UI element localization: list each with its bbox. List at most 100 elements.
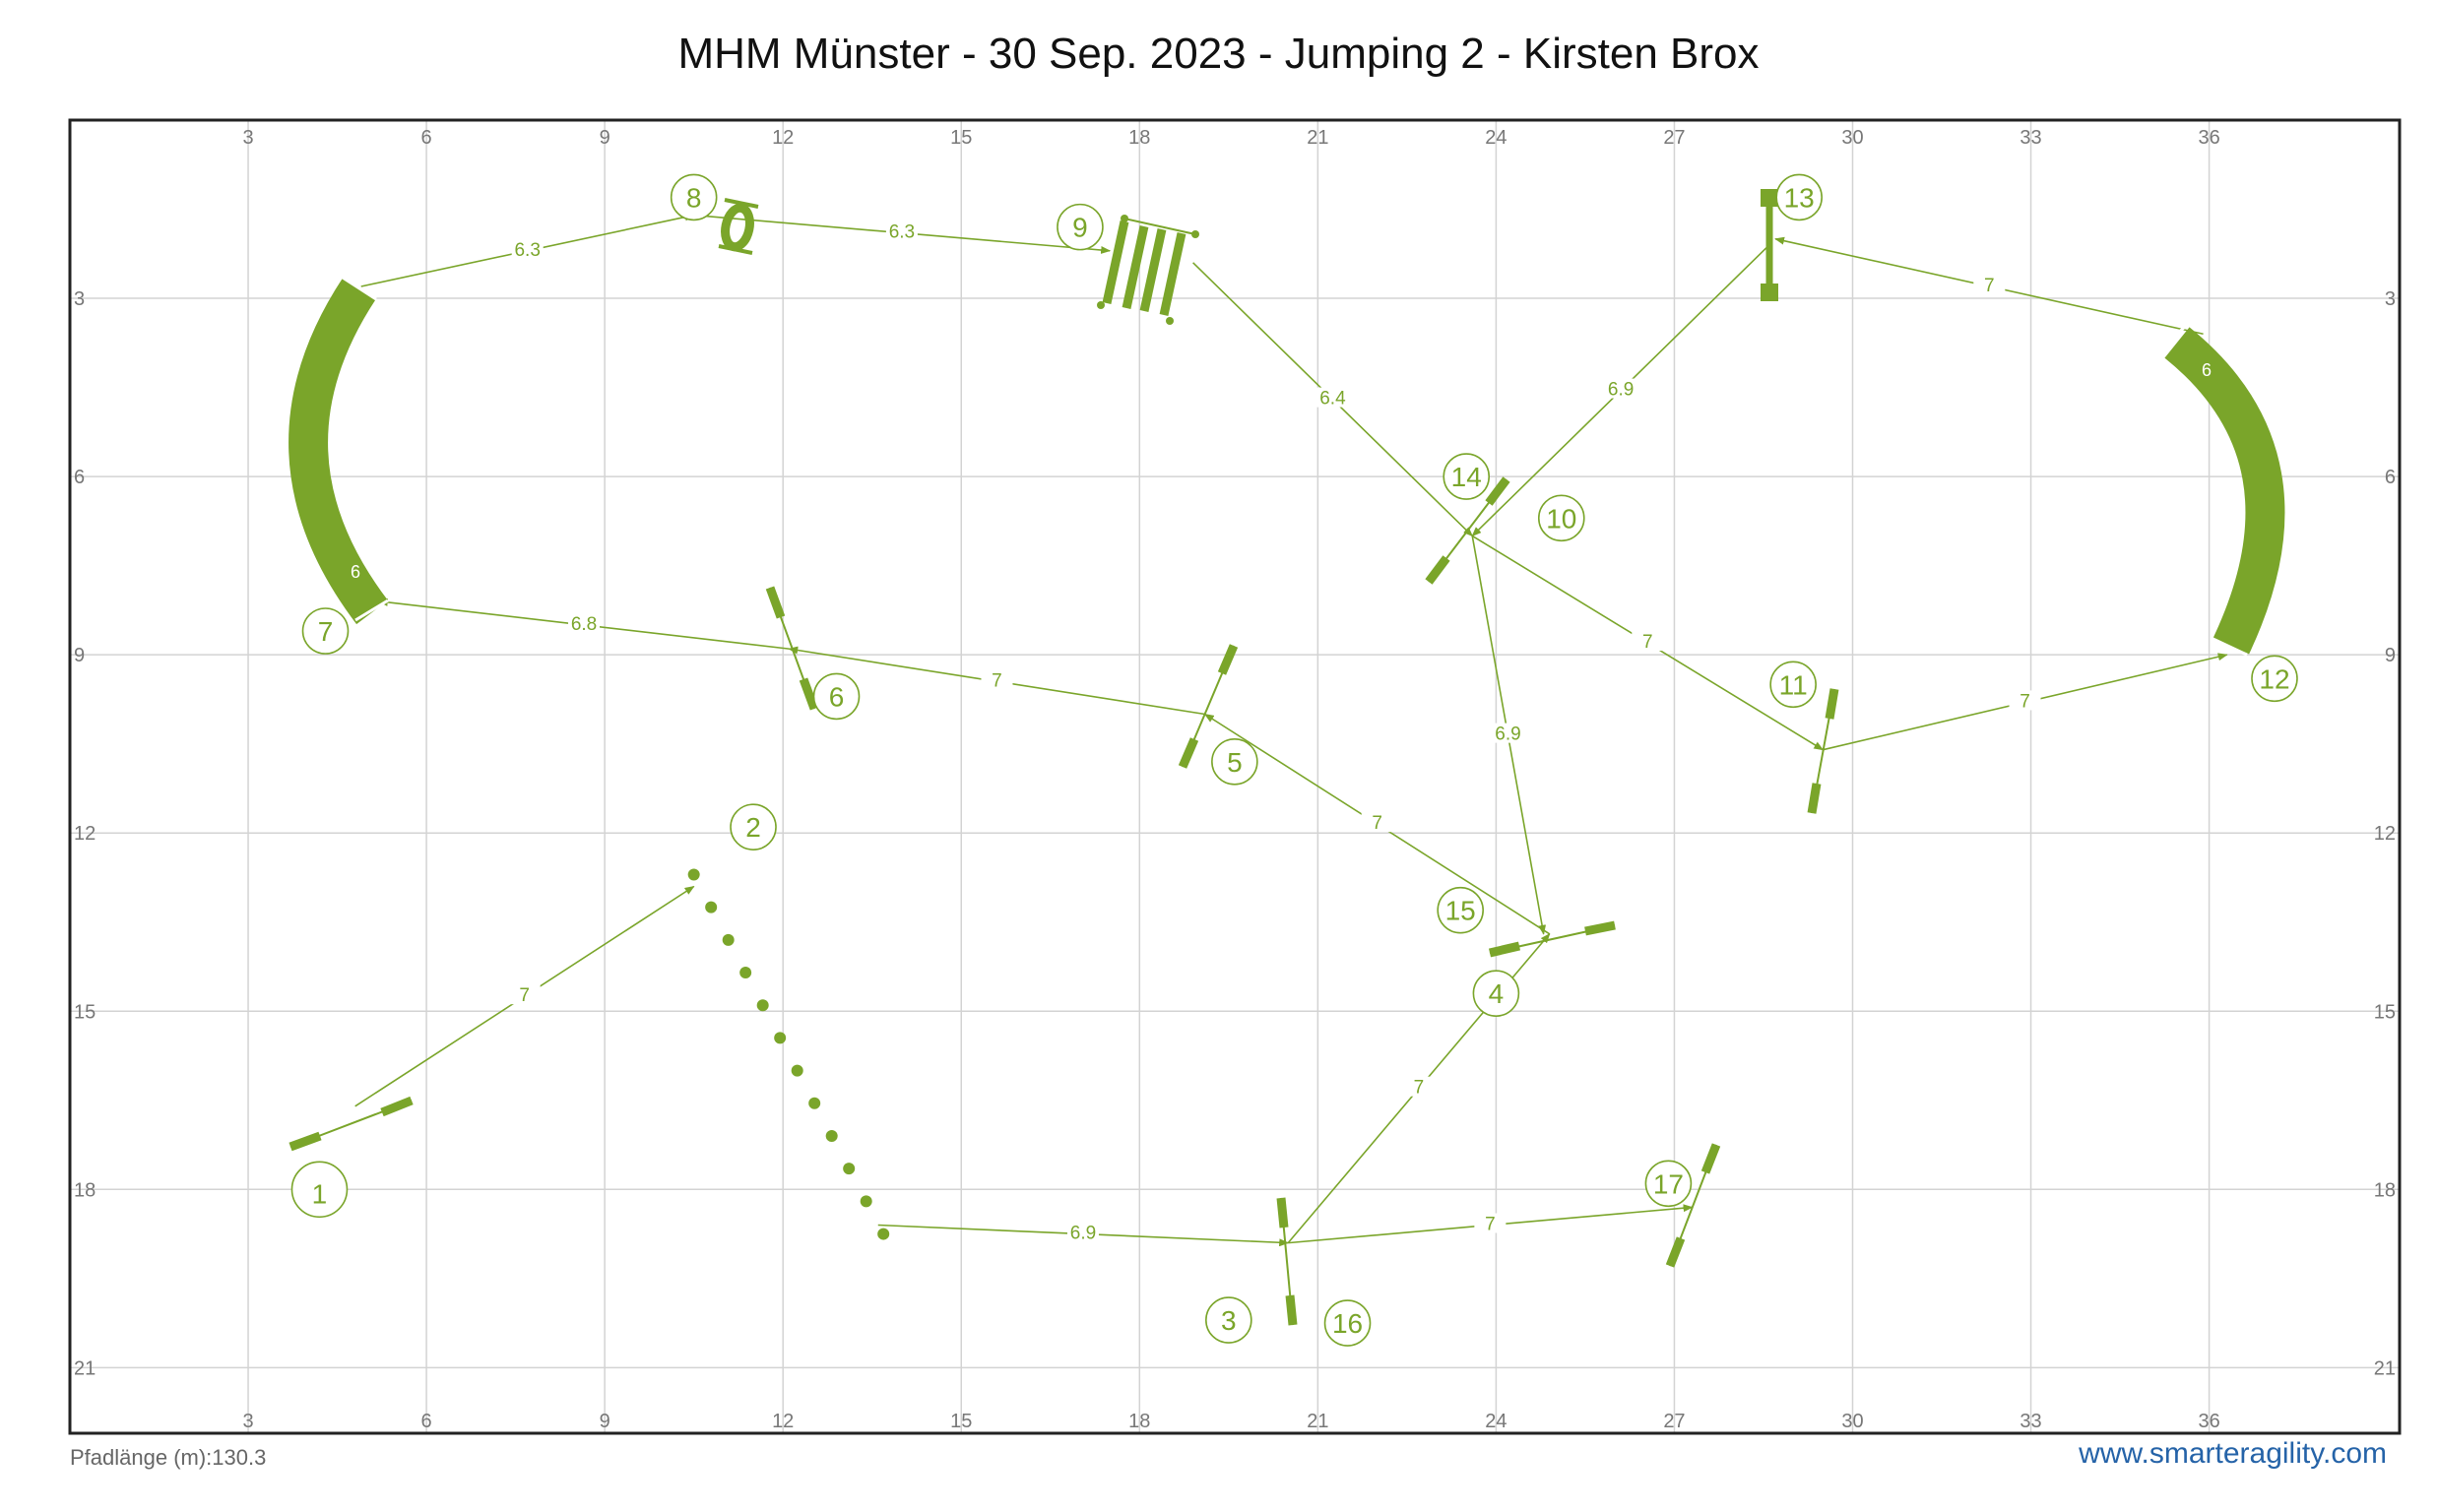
- obstacles: 6: [289, 189, 2285, 1326]
- path-label-background: [885, 220, 918, 241]
- obstacle-number: 10: [1546, 503, 1576, 534]
- obstacle-number: 16: [1332, 1308, 1363, 1339]
- obstacle-number: 4: [1489, 978, 1505, 1009]
- y-tick-label: 6: [74, 467, 85, 488]
- obstacle-number-circle: [1057, 203, 1104, 251]
- tire-8: [718, 198, 759, 255]
- path-label-background: [511, 238, 544, 259]
- path-label-background: [1605, 378, 1637, 399]
- jump-6: [765, 586, 819, 711]
- x-tick-label: 6: [421, 127, 432, 149]
- obstacle-number: 15: [1445, 896, 1476, 926]
- obstacle-number: 8: [686, 182, 702, 213]
- path-label-background: [1632, 631, 1664, 652]
- path-distance-label: 6.8: [571, 614, 597, 635]
- x-tick-label: 12: [772, 1411, 794, 1432]
- jump-1: [289, 1096, 414, 1152]
- obstacle-number: 14: [1451, 462, 1482, 492]
- weave-pole: [722, 933, 735, 946]
- weave-pole: [687, 868, 700, 881]
- website-link[interactable]: www.smarteragility.com: [2079, 1437, 2387, 1470]
- path-distance-label: 6.9: [1495, 724, 1520, 745]
- obstacle-number-circle: [1769, 661, 1817, 709]
- x-tick-label: 3: [242, 127, 253, 149]
- path-distance-label: 6.4: [1319, 389, 1346, 410]
- x-tick-label: 3: [242, 1411, 253, 1432]
- x-tick-label: 9: [600, 1411, 610, 1432]
- obstacle-number-circle: [1775, 173, 1823, 221]
- x-tick-label: 15: [950, 127, 972, 149]
- weave-pole: [791, 1064, 803, 1077]
- jump-3-16: [1276, 1197, 1298, 1326]
- x-tick-label: 27: [1663, 127, 1685, 149]
- obstacle-number-circle: [2251, 655, 2298, 703]
- y-tick-label: 15: [2374, 1001, 2396, 1023]
- x-tick-label: 9: [600, 127, 610, 149]
- tunnel-7-length: 6: [351, 562, 360, 582]
- obstacle-number-circle: [301, 607, 350, 655]
- path-label-background: [1402, 1076, 1435, 1097]
- jump-10-14: [1425, 476, 1510, 585]
- x-tick-label: 18: [1128, 1411, 1150, 1432]
- weave-pole: [877, 1228, 890, 1240]
- x-tick-label: 36: [2198, 1411, 2219, 1432]
- obstacle-number-circle: [730, 803, 777, 850]
- y-tick-label: 21: [2374, 1357, 2396, 1379]
- path-distance-label: 6.3: [889, 222, 915, 243]
- y-tick-label: 15: [74, 1001, 96, 1023]
- weave-pole: [843, 1163, 856, 1175]
- obstacle-number-circle: [1323, 1299, 1372, 1347]
- weave-pole: [808, 1097, 821, 1109]
- path-label-background: [1066, 1222, 1099, 1242]
- y-tick-label: 12: [74, 823, 96, 845]
- x-tick-label: 33: [2020, 1411, 2041, 1432]
- page-title: MHM Münster - 30 Sep. 2023 - Jumping 2 -…: [677, 30, 1760, 78]
- x-tick-label: 30: [1841, 1411, 1863, 1432]
- obstacle-number-circle: [1537, 494, 1585, 542]
- x-tick-label: 15: [950, 1411, 972, 1432]
- tunnel-12: 6: [2160, 324, 2285, 657]
- path-label-background: [1492, 723, 1524, 743]
- path-label-background: [508, 984, 541, 1005]
- x-tick-label: 12: [772, 127, 794, 149]
- course-frame: [68, 118, 2402, 1435]
- axis-tick-labels: 3366991212151518182121242427273030333336…: [74, 127, 2396, 1432]
- path-label-background: [1973, 274, 2006, 294]
- x-tick-label: 18: [1128, 127, 1150, 149]
- obstacle-number-circle: [290, 1161, 349, 1219]
- path-distance-label: 7: [1372, 813, 1382, 834]
- obstacle-number: 1: [312, 1178, 328, 1209]
- path-distance-label: 7: [519, 985, 530, 1006]
- y-tick-label: 9: [2385, 645, 2396, 666]
- y-tick-label: 3: [74, 288, 85, 310]
- y-tick-label: 18: [2374, 1179, 2396, 1201]
- path-label-background: [981, 669, 1013, 690]
- x-tick-label: 21: [1307, 127, 1328, 149]
- weave-pole: [705, 901, 718, 914]
- path-lines: 7 6.9 7 7 7 6.8 6.3 6.3 6.4 7 7 7 6.9 6.9 7: [354, 213, 2228, 1247]
- y-tick-label: 9: [74, 645, 85, 666]
- jump-4-15: [1488, 920, 1616, 958]
- weave-pole: [739, 967, 752, 979]
- obstacle-number: 6: [829, 681, 845, 712]
- path-label-background: [1316, 387, 1349, 408]
- path-distance-label: 7: [2020, 691, 2030, 712]
- jump-13: [1761, 189, 1778, 301]
- jump-17: [1665, 1143, 1721, 1268]
- x-tick-label: 24: [1485, 1411, 1507, 1432]
- path-distance-label: 6.9: [1608, 380, 1634, 401]
- path-label-background: [568, 612, 601, 633]
- y-tick-label: 6: [2385, 467, 2396, 488]
- x-tick-label: 27: [1663, 1411, 1685, 1432]
- x-tick-label: 24: [1485, 127, 1507, 149]
- obstacle-number-circle: [1205, 1296, 1252, 1344]
- x-tick-label: 33: [2020, 127, 2041, 149]
- y-tick-label: 21: [74, 1357, 96, 1379]
- obstacle-number-circle: [1644, 1160, 1693, 1208]
- obstacle-number: 3: [1221, 1305, 1237, 1336]
- y-tick-label: 12: [2374, 823, 2396, 845]
- obstacle-number-circle: [1437, 886, 1484, 934]
- obstacle-number: 11: [1779, 669, 1808, 700]
- obstacle-number: 5: [1227, 747, 1243, 778]
- weave-pole: [756, 999, 769, 1012]
